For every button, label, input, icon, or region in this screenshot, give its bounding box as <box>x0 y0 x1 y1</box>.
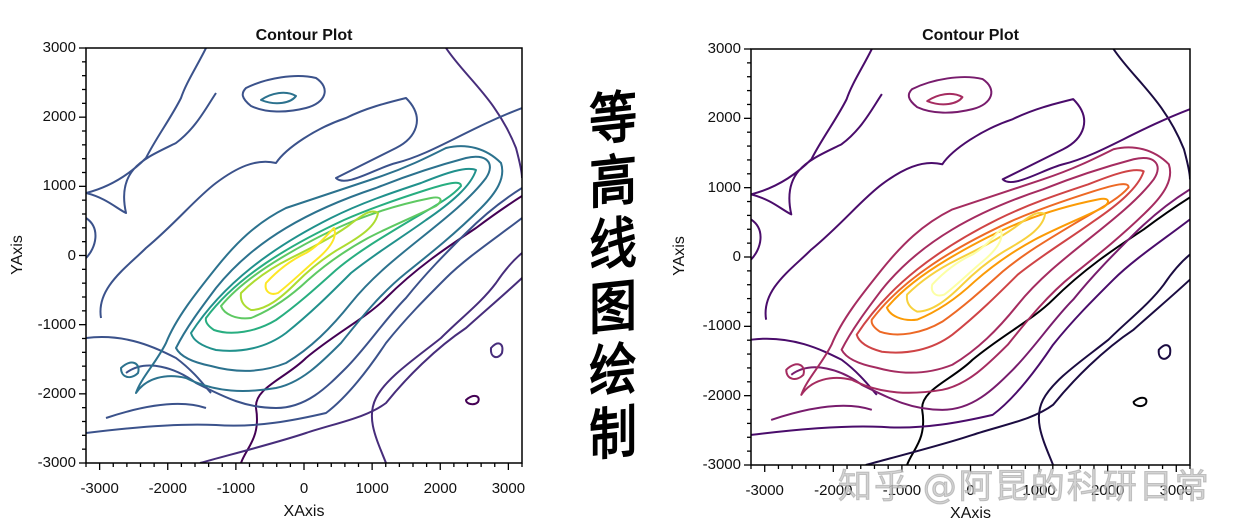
plot-title: Contour Plot <box>922 27 1019 44</box>
x-axis-label: XAxis <box>283 503 325 520</box>
x-tick-label: -1000 <box>216 480 256 497</box>
x-tick-label: -2000 <box>148 480 187 497</box>
contour-line <box>840 157 1159 374</box>
contour-line <box>926 92 964 106</box>
contour-line <box>905 211 1047 313</box>
contour-line <box>135 145 504 394</box>
y-tick-label: 3000 <box>707 40 741 57</box>
contour-line <box>770 188 1191 421</box>
x-tick-label: -3000 <box>745 482 784 499</box>
y-tick-label: -1000 <box>702 317 741 335</box>
contour-line <box>751 98 1191 320</box>
contour-line <box>930 228 1003 297</box>
contour-lines <box>751 49 1191 466</box>
x-tick-label: 1000 <box>1022 482 1056 499</box>
contour-line <box>240 195 522 463</box>
contour-line <box>1037 253 1191 466</box>
y-tick-label: 3000 <box>42 39 76 56</box>
contour-line <box>865 49 1191 466</box>
x-tick-label: 1000 <box>355 480 389 497</box>
y-tick-label: 0 <box>732 248 741 265</box>
x-tick-label: -2000 <box>814 482 853 499</box>
contour-line <box>204 181 462 334</box>
contour-line <box>370 252 522 463</box>
y-tick-label: 1000 <box>42 177 76 195</box>
y-tick-label: 1000 <box>707 178 741 196</box>
y-tick-label: -2000 <box>37 384 76 402</box>
contour-line <box>906 196 1191 466</box>
contour-line <box>785 363 805 380</box>
x-tick-label: 0 <box>299 480 309 497</box>
contour-line <box>190 167 477 352</box>
contour-canvas <box>79 47 523 470</box>
y-tick-label: -2000 <box>702 386 741 404</box>
x-axis-label: XAxis <box>950 505 991 522</box>
contour-line <box>1157 344 1172 360</box>
contour-plot-left: Contour Plot XAxis YAxis -3000 -2000 -1000… <box>0 0 560 532</box>
x-tick-label: 3000 <box>1159 482 1193 499</box>
contour-line <box>907 76 993 114</box>
x-tick-label: -3000 <box>80 480 119 497</box>
contour-line <box>1132 396 1148 408</box>
x-tick-label: 2000 <box>423 480 457 497</box>
contour-lines <box>86 48 522 463</box>
y-tick-label: -3000 <box>702 456 741 473</box>
contour-line <box>241 75 326 113</box>
contour-line <box>465 394 480 406</box>
contour-line <box>800 146 1172 396</box>
contour-line <box>489 342 504 359</box>
x-tick-label: -1000 <box>882 482 922 499</box>
contour-line <box>86 48 217 214</box>
y-tick-label: 0 <box>67 246 76 264</box>
watermark: 知乎 @阿昆的科研日常 <box>838 467 1211 508</box>
contour-line <box>86 97 522 319</box>
contour-line <box>239 210 379 311</box>
y-tick-label: -1000 <box>37 315 76 333</box>
y-tick-label: 2000 <box>707 109 741 127</box>
contour-line <box>199 48 522 463</box>
x-tick-label: 0 <box>966 482 975 499</box>
contour-line <box>120 361 140 379</box>
contour-line <box>870 183 1130 336</box>
x-tick-label: 3000 <box>491 480 526 497</box>
contour-line <box>220 196 442 320</box>
contour-line <box>885 197 1109 322</box>
contour-line <box>264 227 336 295</box>
y-tick-label: 2000 <box>42 108 76 126</box>
x-tick-label: 2000 <box>1091 482 1125 499</box>
contour-line <box>175 155 491 372</box>
contour-line <box>260 91 297 105</box>
contour-line <box>751 49 883 216</box>
y-tick-label: -3000 <box>37 454 76 471</box>
contour-line <box>855 169 1145 354</box>
plot-title: Contour Plot <box>255 27 353 44</box>
